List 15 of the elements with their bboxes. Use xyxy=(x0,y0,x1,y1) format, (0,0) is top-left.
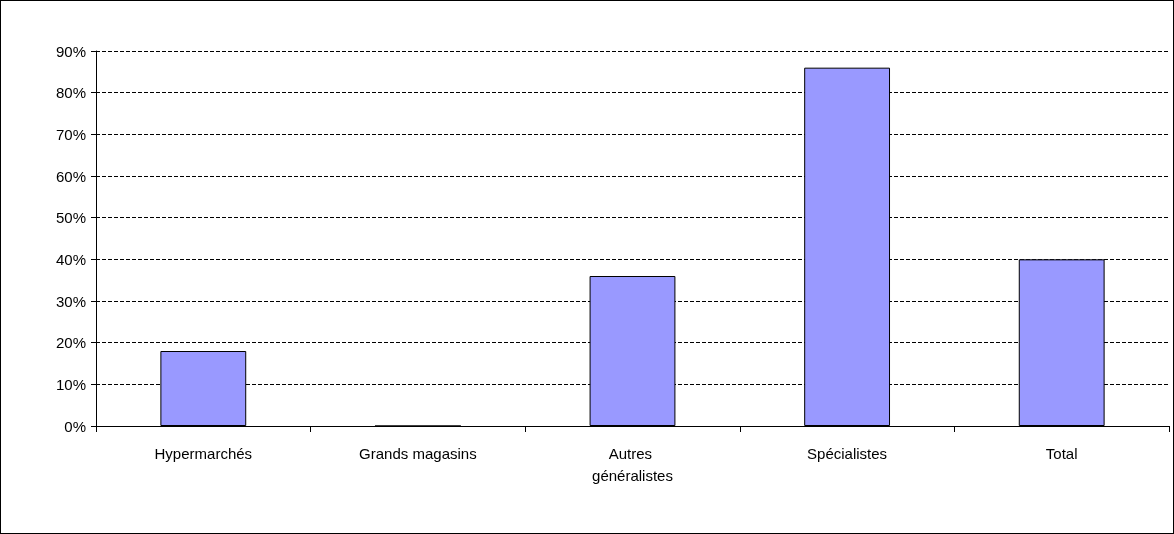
x-tick-label: Spécialistes xyxy=(807,444,888,462)
y-tick-label: 10% xyxy=(55,375,86,393)
y-tick-label: 70% xyxy=(55,125,86,143)
y-tick-label: 20% xyxy=(55,334,86,352)
x-tick-label: Total xyxy=(1045,444,1078,462)
y-tick-label: 50% xyxy=(55,209,86,227)
y-tick-label: 60% xyxy=(55,167,86,185)
y-tick-label: 90% xyxy=(55,42,86,60)
y-tick-label: 80% xyxy=(55,84,86,102)
y-tick-label: 0% xyxy=(64,417,86,435)
x-tick-label: Grands magasins xyxy=(359,444,477,462)
x-tick-label: Autres généralistes xyxy=(592,444,673,484)
y-tick-label: 40% xyxy=(55,250,86,268)
y-tick-label: 30% xyxy=(55,292,86,310)
x-tick-label: Hypermarchés xyxy=(154,444,253,462)
